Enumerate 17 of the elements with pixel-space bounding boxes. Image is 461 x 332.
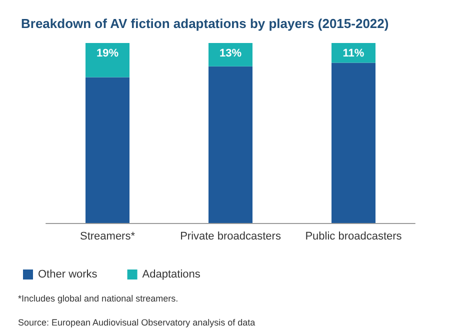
source-note: Source: European Audiovisual Observatory analysis of data [18, 318, 256, 328]
data-label: 19% [96, 48, 119, 60]
legend-label: Adaptations [142, 268, 201, 280]
text: *Includes global and national streamers. [18, 294, 178, 304]
bar [332, 62, 376, 223]
data-label: 11% [342, 48, 364, 60]
bar [86, 43, 130, 78]
bar [208, 43, 252, 66]
data-label: 13% [219, 48, 242, 60]
x-tick-label: Public broadcasters [305, 230, 402, 242]
legend-label: Other works [38, 268, 98, 280]
x-tick-label: Private broadcasters [180, 230, 282, 242]
bar [332, 43, 376, 63]
bar [86, 77, 130, 223]
x-tick-label: Streamers* [80, 230, 136, 242]
chart-title: Breakdown of AV fiction adaptations by players (2015-2022) [21, 16, 389, 31]
bar [208, 66, 252, 223]
